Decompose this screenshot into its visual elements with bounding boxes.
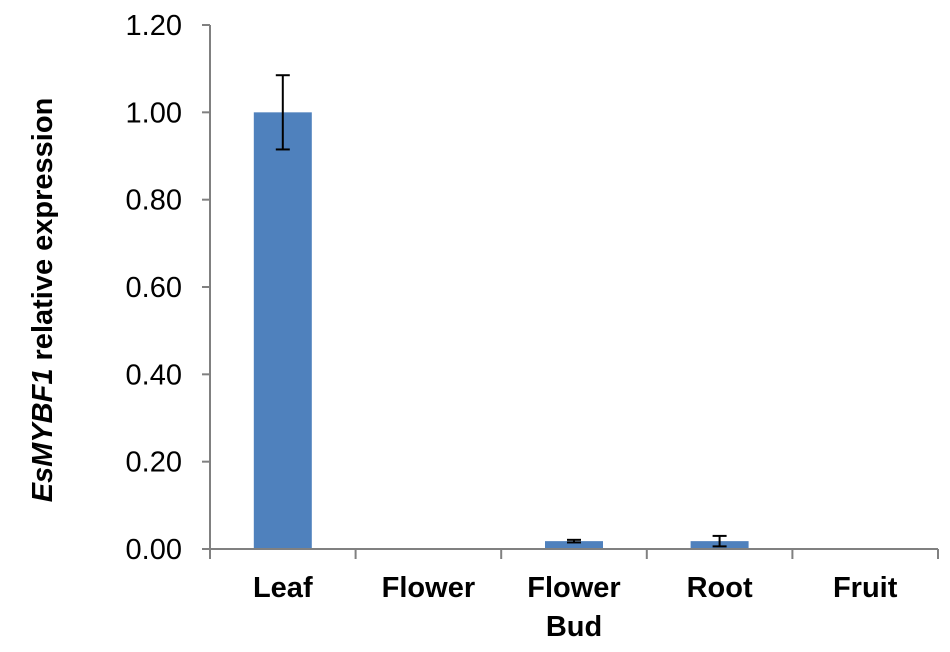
y-axis-tick-labels: 0.00 0.20 0.40 0.60 0.80 1.00 1.20	[126, 10, 182, 566]
x-axis-category-labels: Leaf Flower Flower Bud Root Fruit	[253, 572, 898, 643]
y-tick-label: 0.00	[126, 534, 182, 566]
y-tick-label: 1.00	[126, 97, 182, 129]
y-axis-ticks	[202, 24, 210, 550]
y-tick-label: 0.20	[126, 447, 182, 479]
bars	[253, 112, 749, 549]
y-tick-label: 0.40	[126, 359, 182, 391]
y-axis-title: EsMYBF1 relative expression	[27, 98, 59, 503]
x-category-label: Fruit	[833, 572, 898, 604]
y-tick-label: 1.20	[126, 10, 182, 42]
bar	[545, 541, 603, 549]
y-tick-label: 0.60	[126, 272, 182, 304]
bar	[253, 112, 312, 549]
x-axis-ticks	[209, 549, 939, 559]
y-axis-title-gene: EsMYBF1	[27, 369, 59, 503]
x-category-label: Flower	[382, 572, 475, 604]
y-tick-label: 0.80	[126, 185, 182, 217]
y-axis-title-text: relative expression	[27, 98, 59, 369]
x-category-label: Root	[687, 572, 753, 604]
x-category-label: Flower	[527, 572, 620, 604]
error-bars	[275, 74, 727, 548]
x-category-label: Bud	[546, 611, 602, 643]
x-category-label: Leaf	[253, 572, 313, 604]
